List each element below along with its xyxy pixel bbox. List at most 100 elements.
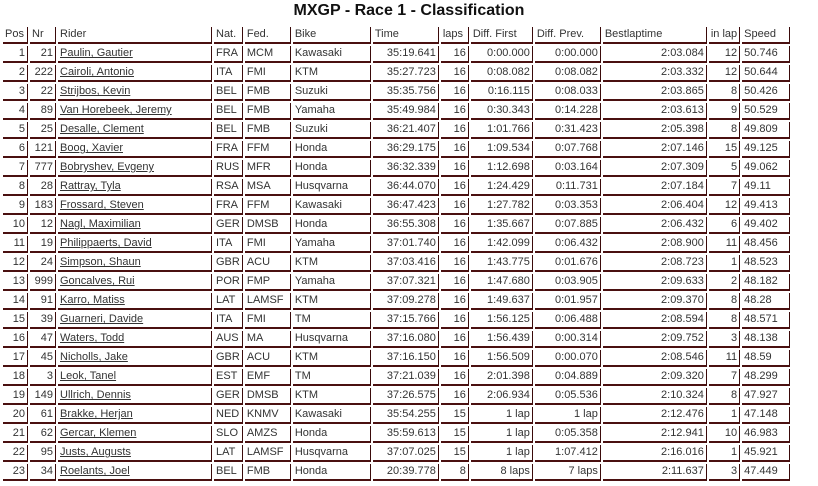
cell-bestlaptime: 2:08.546 xyxy=(602,350,707,367)
cell-fed: KNMV xyxy=(244,407,291,424)
rider-link[interactable]: Bobryshev, Evgeny xyxy=(60,161,154,173)
cell-bestlaptime: 2:03.084 xyxy=(602,46,707,63)
rider-link[interactable]: Simpson, Shaun xyxy=(60,256,141,268)
cell-bike: Kawasaki xyxy=(292,407,371,424)
cell-bike: Kawasaki xyxy=(292,198,371,215)
cell-in-lap: 2 xyxy=(708,274,741,291)
cell-nat: BEL xyxy=(214,84,243,101)
cell-rider: Philippaerts, David xyxy=(58,236,212,253)
cell-bestlaptime: 2:03.865 xyxy=(602,84,707,101)
cell-rider: Guarneri, Davide xyxy=(58,312,212,329)
cell-speed: 50.426 xyxy=(742,84,791,101)
cell-bestlaptime: 2:09.320 xyxy=(602,369,707,386)
rider-link[interactable]: Cairoli, Antonio xyxy=(60,66,134,78)
cell-nr: 91 xyxy=(30,293,56,310)
cell-time: 35:35.756 xyxy=(372,84,439,101)
rider-link[interactable]: Paulin, Gautier xyxy=(60,47,133,59)
cell-rider: Brakke, Herjan xyxy=(58,407,212,424)
rider-link[interactable]: Goncalves, Rui xyxy=(60,275,135,287)
rider-link[interactable]: Guarneri, Davide xyxy=(60,313,144,325)
cell-diff-first: 1 lap xyxy=(470,407,533,424)
table-row: 5 25 Desalle, Clement BEL FMB Suzuki 36:21.407… xyxy=(3,122,791,139)
rider-link[interactable]: Frossard, Steven xyxy=(60,199,144,211)
rider-link[interactable]: Ullrich, Dennis xyxy=(60,389,131,401)
cell-laps: 16 xyxy=(440,293,469,310)
rider-link[interactable]: Boog, Xavier xyxy=(60,142,123,154)
cell-nr: 12 xyxy=(30,217,56,234)
cell-bike: Yamaha xyxy=(292,274,371,291)
cell-rider: Leok, Tanel xyxy=(58,369,212,386)
cell-nat: RUS xyxy=(214,160,243,177)
cell-diff-first: 1 lap xyxy=(470,426,533,443)
cell-laps: 16 xyxy=(440,312,469,329)
rider-link[interactable]: Philippaerts, David xyxy=(60,237,152,249)
rider-link[interactable]: Desalle, Clement xyxy=(60,123,144,135)
cell-bike: KTM xyxy=(292,388,371,405)
column-header-nr: Nr xyxy=(30,27,56,44)
cell-diff-first: 1 lap xyxy=(470,445,533,462)
cell-diff-prev: 1 lap xyxy=(534,407,601,424)
table-row: 20 61 Brakke, Herjan NED KNMV Kawasaki 35:54.2… xyxy=(3,407,791,424)
cell-bike: KTM xyxy=(292,65,371,82)
cell-laps: 15 xyxy=(440,407,469,424)
table-row: 21 62 Gercar, Klemen SLO AMZS Honda 35:59.613 1… xyxy=(3,426,791,443)
column-header-in-lap: in lap xyxy=(708,27,741,44)
cell-time: 37:26.575 xyxy=(372,388,439,405)
cell-in-lap: 5 xyxy=(708,160,741,177)
rider-link[interactable]: Strijbos, Kevin xyxy=(60,85,131,97)
cell-pos: 6 xyxy=(3,141,28,158)
cell-laps: 16 xyxy=(440,84,469,101)
rider-link[interactable]: Brakke, Herjan xyxy=(60,408,133,420)
cell-rider: Rattray, Tyla xyxy=(58,179,212,196)
cell-diff-prev: 0:06.488 xyxy=(534,312,601,329)
cell-rider: Karro, Matiss xyxy=(58,293,212,310)
column-header-diff-first: Diff. First xyxy=(470,27,533,44)
cell-bestlaptime: 2:12.941 xyxy=(602,426,707,443)
cell-nat: NED xyxy=(214,407,243,424)
cell-diff-prev: 0:07.885 xyxy=(534,217,601,234)
column-header-bestlaptime: Bestlaptime xyxy=(602,27,707,44)
rider-link[interactable]: Gercar, Klemen xyxy=(60,427,137,439)
table-row: 3 22 Strijbos, Kevin BEL FMB Suzuki 35:35.756 1… xyxy=(3,84,791,101)
cell-pos: 22 xyxy=(3,445,28,462)
rider-link[interactable]: Waters, Todd xyxy=(60,332,125,344)
cell-pos: 20 xyxy=(3,407,28,424)
cell-laps: 15 xyxy=(440,426,469,443)
rider-link[interactable]: Nagl, Maximilian xyxy=(60,218,141,230)
cell-diff-first: 1:12.698 xyxy=(470,160,533,177)
rider-link[interactable]: Rattray, Tyla xyxy=(60,180,121,192)
cell-nr: 45 xyxy=(30,350,56,367)
rider-link[interactable]: Nicholls, Jake xyxy=(60,351,128,363)
cell-pos: 11 xyxy=(3,236,28,253)
cell-pos: 14 xyxy=(3,293,28,310)
rider-link[interactable]: Karro, Matiss xyxy=(60,294,125,306)
cell-in-lap: 1 xyxy=(708,255,741,272)
cell-in-lap: 15 xyxy=(708,141,741,158)
cell-diff-prev: 0:05.358 xyxy=(534,426,601,443)
cell-nr: 121 xyxy=(30,141,56,158)
cell-pos: 23 xyxy=(3,464,28,481)
cell-rider: Ullrich, Dennis xyxy=(58,388,212,405)
cell-fed: MSA xyxy=(244,179,291,196)
cell-rider: Gercar, Klemen xyxy=(58,426,212,443)
table-row: 17 45 Nicholls, Jake GBR ACU KTM 37:16.150 16 1:… xyxy=(3,350,791,367)
cell-diff-first: 1:47.680 xyxy=(470,274,533,291)
rider-link[interactable]: Leok, Tanel xyxy=(60,370,117,382)
rider-link[interactable]: Justs, Augusts xyxy=(60,446,131,458)
cell-pos: 13 xyxy=(3,274,28,291)
rider-link[interactable]: Van Horebeek, Jeremy xyxy=(60,104,172,116)
cell-time: 36:55.308 xyxy=(372,217,439,234)
cell-fed: FMI xyxy=(244,236,291,253)
cell-bestlaptime: 2:08.723 xyxy=(602,255,707,272)
cell-nr: 3 xyxy=(30,369,56,386)
cell-diff-prev: 0:03.164 xyxy=(534,160,601,177)
cell-bike: KTM xyxy=(292,293,371,310)
cell-speed: 45.921 xyxy=(742,445,791,462)
cell-nr: 25 xyxy=(30,122,56,139)
rider-link[interactable]: Roelants, Joel xyxy=(60,465,130,477)
cell-speed: 49.125 xyxy=(742,141,791,158)
cell-time: 35:54.255 xyxy=(372,407,439,424)
table-row: 22 95 Justs, Augusts LAT LAMSF Husqvarna 37:07… xyxy=(3,445,791,462)
cell-nat: EST xyxy=(214,369,243,386)
cell-diff-first: 1:01.766 xyxy=(470,122,533,139)
